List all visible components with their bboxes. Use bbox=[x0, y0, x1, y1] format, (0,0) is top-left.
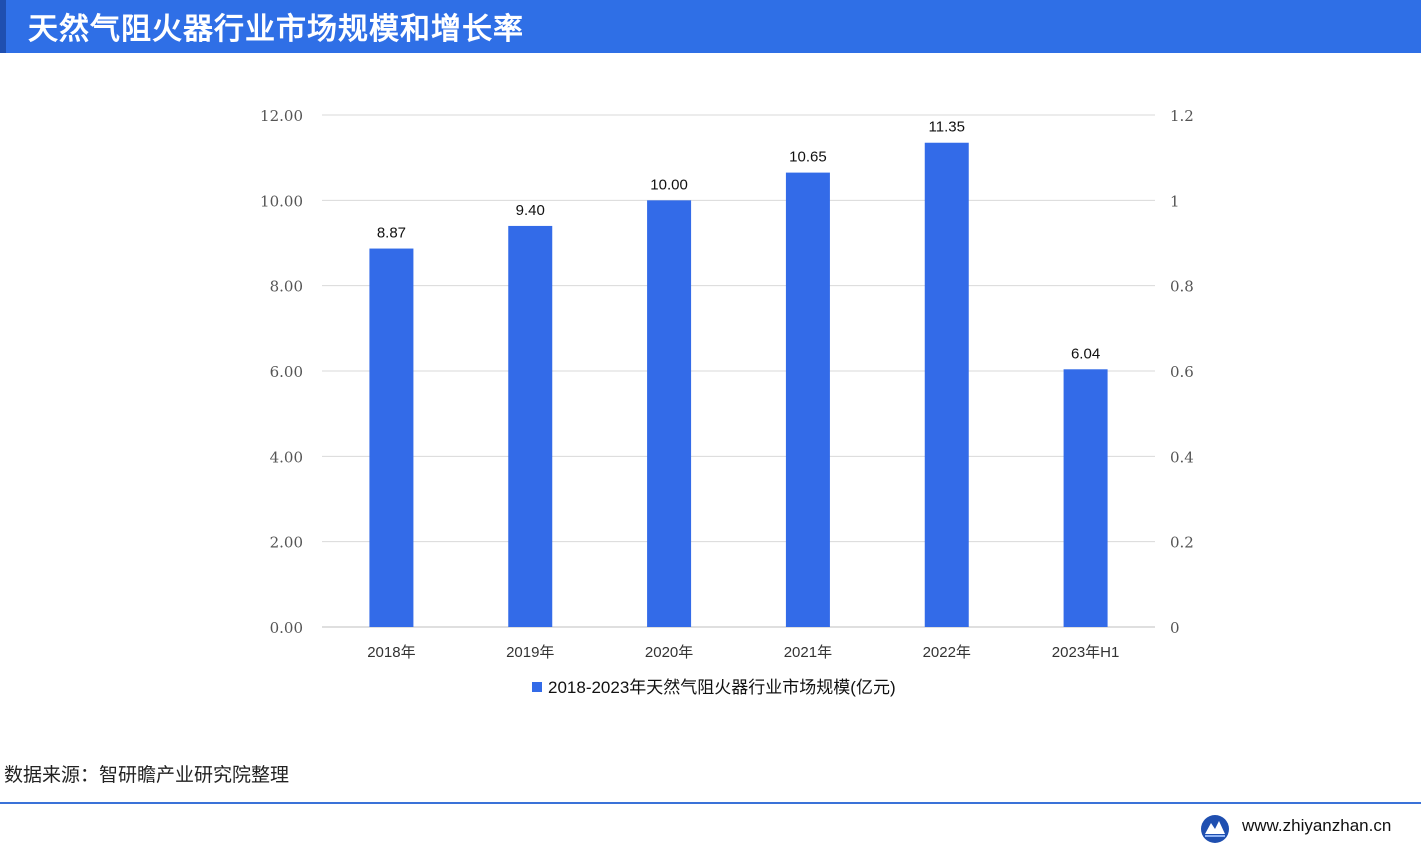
y-right-tick-label: 1 bbox=[1170, 192, 1180, 210]
y-right-tick-label: 0 bbox=[1170, 619, 1180, 637]
bar bbox=[924, 142, 969, 627]
y-right-tick-label: 1.2 bbox=[1170, 107, 1194, 125]
y-right-tick-label: 0.4 bbox=[1170, 448, 1194, 466]
x-tick-label: 2021年 bbox=[784, 644, 832, 661]
title-bar: 天然气阻火器行业市场规模和增长率 bbox=[0, 0, 1421, 53]
x-tick-label: 2019年 bbox=[506, 644, 554, 661]
title-accent bbox=[0, 0, 6, 53]
bar bbox=[647, 200, 692, 628]
bar bbox=[369, 248, 414, 627]
legend-swatch bbox=[532, 682, 542, 692]
x-tick-label: 2023年H1 bbox=[1052, 644, 1120, 661]
bar-value-label: 9.40 bbox=[516, 202, 545, 219]
page-title: 天然气阻火器行业市场规模和增长率 bbox=[28, 12, 524, 47]
bar-value-label: 10.65 bbox=[789, 149, 827, 166]
bar-value-label: 8.87 bbox=[377, 225, 406, 242]
bar-value-label: 10.00 bbox=[650, 176, 688, 193]
x-tick-label: 2018年 bbox=[367, 644, 415, 661]
website-link[interactable]: www.zhiyanzhan.cn bbox=[1242, 816, 1392, 835]
y-left-tick-label: 0.00 bbox=[270, 619, 303, 637]
y-left-tick-label: 8.00 bbox=[270, 278, 303, 296]
bar bbox=[508, 225, 553, 627]
bar-value-label: 11.35 bbox=[929, 119, 965, 136]
y-left-tick-label: 6.00 bbox=[270, 363, 303, 381]
y-left-tick-label: 12.00 bbox=[260, 107, 303, 125]
y-left-tick-label: 2.00 bbox=[270, 534, 303, 552]
y-right-tick-label: 0.6 bbox=[1170, 363, 1194, 381]
legend-label: 2018-2023年天然气阻火器行业市场规模(亿元) bbox=[548, 678, 896, 697]
zhiyanzhan-logo-icon bbox=[1201, 815, 1229, 843]
y-right-tick-label: 0.8 bbox=[1170, 278, 1194, 296]
bar bbox=[1063, 369, 1108, 627]
y-left-tick-label: 4.00 bbox=[270, 448, 303, 466]
y-right-tick-label: 0.2 bbox=[1170, 534, 1194, 552]
data-source-note: 数据来源：智研瞻产业研究院整理 bbox=[4, 764, 290, 786]
x-tick-label: 2020年 bbox=[645, 644, 693, 661]
footer-divider bbox=[0, 802, 1421, 804]
bar bbox=[785, 172, 830, 627]
y-left-tick-label: 10.00 bbox=[260, 192, 303, 210]
x-tick-label: 2022年 bbox=[923, 644, 971, 661]
bar-value-label: 6.04 bbox=[1071, 345, 1100, 362]
